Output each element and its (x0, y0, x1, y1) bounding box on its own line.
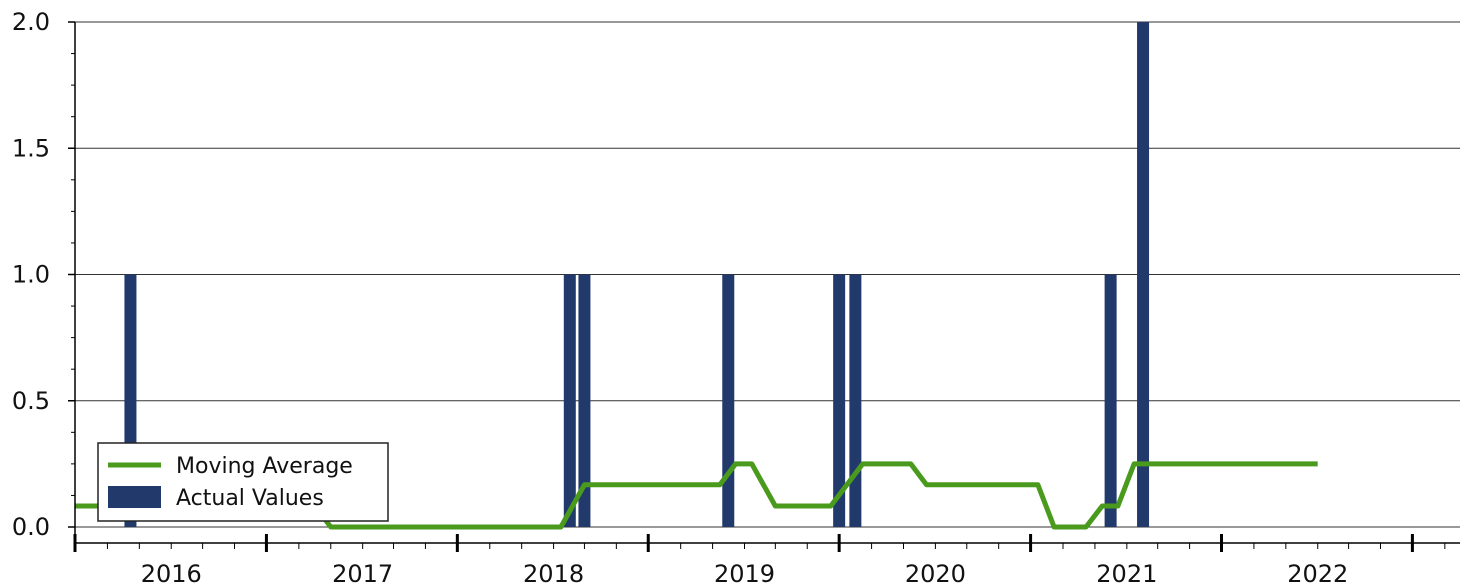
x-tick-label: 2019 (714, 560, 775, 585)
legend-swatch-box (108, 486, 161, 508)
y-tick-label: 1.0 (12, 261, 50, 289)
x-tick-label: 2016 (141, 560, 202, 585)
bar (578, 274, 591, 527)
y-tick-label: 1.5 (12, 134, 50, 162)
moving-average-line (75, 461, 1318, 530)
x-tick-label: 2022 (1287, 560, 1348, 585)
legend-label: Moving Average (176, 454, 353, 479)
grid-layer (75, 21, 1460, 528)
x-tick-label: 2017 (332, 560, 393, 585)
x-tick-label: 2021 (1096, 560, 1157, 585)
axes-layer: 0.0 0.5 1.0 1.5 2.0 2016 2017 2018 2019 2020 2021 2… (12, 8, 1460, 585)
y-tick-label: 0.0 (12, 513, 50, 541)
x-tick-label: 2018 (523, 560, 584, 585)
line-layer (75, 461, 1318, 530)
y-tick-label: 2.0 (12, 8, 50, 36)
legend-label: Actual Values (176, 486, 324, 511)
x-tick-label: 2020 (905, 560, 966, 585)
y-tick-label: 0.5 (12, 387, 50, 415)
legend: Moving Average Actual Values (97, 442, 389, 522)
bar (722, 274, 735, 527)
bars-layer (124, 22, 1150, 527)
bar (833, 274, 846, 527)
bar (849, 274, 862, 527)
bar (563, 274, 576, 527)
bar (124, 274, 137, 527)
bar (1137, 22, 1150, 527)
bar (1104, 274, 1117, 527)
